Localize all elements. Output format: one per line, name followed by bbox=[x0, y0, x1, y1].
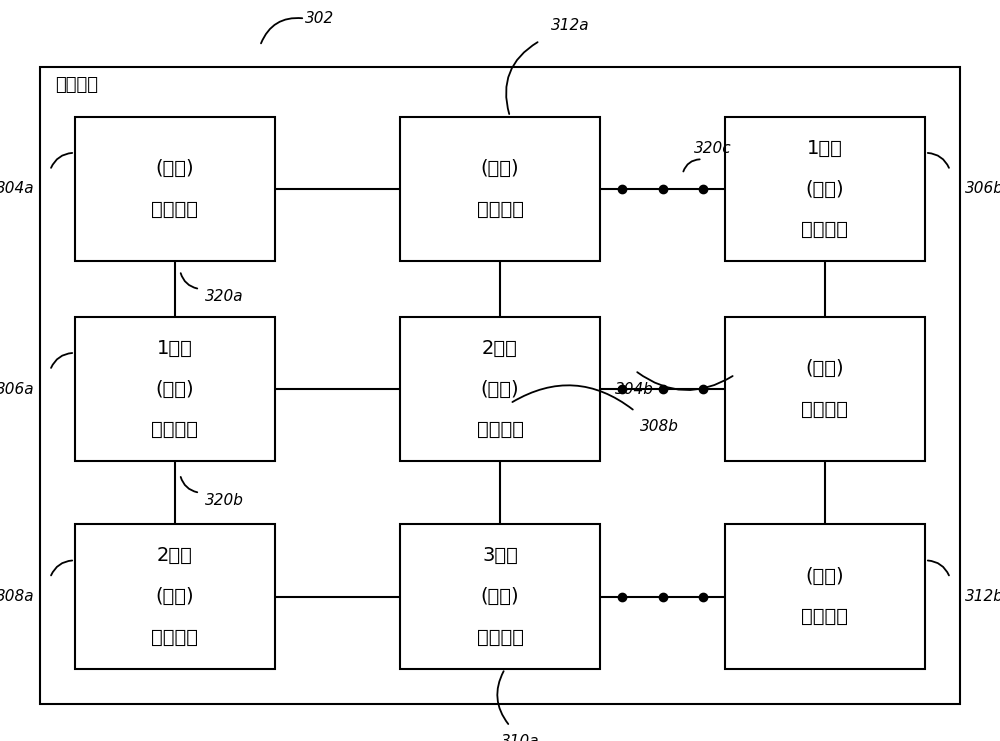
Text: 308a: 308a bbox=[0, 589, 35, 604]
Text: 2分区: 2分区 bbox=[482, 339, 518, 358]
Text: 306a: 306a bbox=[0, 382, 35, 396]
Text: 中速分区: 中速分区 bbox=[477, 628, 524, 647]
Text: (ＭＲ): (ＭＲ) bbox=[156, 587, 194, 606]
Text: 306b: 306b bbox=[965, 182, 1000, 196]
Text: 312b: 312b bbox=[965, 589, 1000, 604]
Text: (ＳＲ): (ＳＲ) bbox=[481, 159, 519, 178]
Text: 中速分区: 中速分区 bbox=[802, 220, 848, 239]
Text: 3分区: 3分区 bbox=[482, 546, 518, 565]
Text: 304b: 304b bbox=[615, 382, 654, 396]
Bar bbox=[725, 116, 925, 262]
Bar bbox=[400, 317, 600, 461]
Text: 304a: 304a bbox=[0, 182, 35, 196]
Text: 中速分区: 中速分区 bbox=[152, 420, 198, 439]
Text: 320b: 320b bbox=[205, 493, 244, 508]
Bar bbox=[40, 67, 960, 704]
Text: (ＭＲ): (ＭＲ) bbox=[806, 179, 844, 199]
Text: 中速分区: 中速分区 bbox=[152, 628, 198, 647]
Text: (ＭＲ): (ＭＲ) bbox=[156, 379, 194, 399]
Bar bbox=[75, 525, 275, 668]
Text: (ＭＲ): (ＭＲ) bbox=[481, 587, 519, 606]
Bar bbox=[75, 317, 275, 461]
Text: 1分区: 1分区 bbox=[807, 139, 843, 158]
Text: 312a: 312a bbox=[551, 19, 589, 33]
Bar bbox=[400, 116, 600, 262]
Text: 快速分区: 快速分区 bbox=[152, 200, 198, 219]
Text: 1分区: 1分区 bbox=[157, 339, 193, 358]
Text: (ＦＲ): (ＦＲ) bbox=[806, 359, 844, 378]
Text: (ＦＲ): (ＦＲ) bbox=[156, 159, 194, 178]
Text: 302: 302 bbox=[305, 11, 335, 26]
Text: 快速分区: 快速分区 bbox=[802, 400, 848, 419]
Bar bbox=[400, 525, 600, 668]
Text: 320a: 320a bbox=[205, 289, 244, 304]
Bar bbox=[725, 317, 925, 461]
Text: 308b: 308b bbox=[640, 419, 679, 433]
Text: 慢速分区: 慢速分区 bbox=[802, 608, 848, 626]
Text: 中速分区: 中速分区 bbox=[477, 420, 524, 439]
Text: (ＳＲ): (ＳＲ) bbox=[806, 567, 844, 585]
Text: 分支电路: 分支电路 bbox=[55, 76, 98, 94]
Text: 2分区: 2分区 bbox=[157, 546, 193, 565]
Text: 慢速分区: 慢速分区 bbox=[477, 200, 524, 219]
Text: (ＭＲ): (ＭＲ) bbox=[481, 379, 519, 399]
Text: 320c: 320c bbox=[694, 141, 731, 156]
Bar bbox=[75, 116, 275, 262]
Bar bbox=[725, 525, 925, 668]
Text: 310a: 310a bbox=[501, 734, 539, 741]
